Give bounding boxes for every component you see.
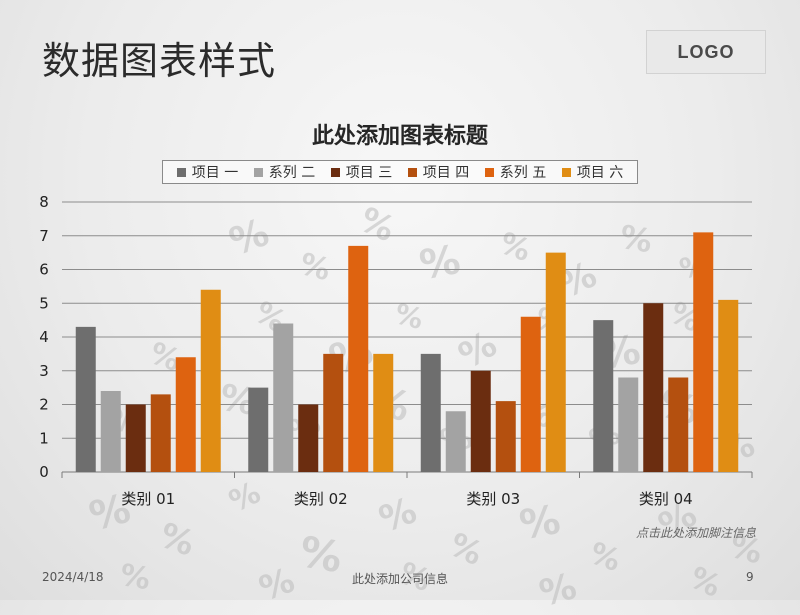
bar: [718, 299, 739, 472]
legend-item: 项目 一: [176, 162, 239, 182]
legend-swatch: [407, 167, 417, 177]
legend-swatch: [330, 167, 340, 177]
legend-label: 项目 三: [345, 165, 393, 181]
chart-title: 此处添加图表标题: [311, 124, 488, 149]
y-tick-label: 3: [39, 362, 49, 380]
bar: [593, 320, 614, 472]
bar: [200, 289, 221, 472]
legend-item: 项目 六: [561, 162, 624, 182]
logo: LOGO: [646, 30, 766, 74]
bar: [150, 394, 171, 472]
legend-item: 系列 二: [253, 162, 316, 182]
bar: [373, 353, 394, 472]
y-tick-label: 8: [39, 193, 49, 211]
y-tick-label: 1: [39, 429, 49, 447]
footer-company: 此处添加公司信息: [351, 572, 448, 586]
footer-date: 2024/4/18: [42, 570, 104, 584]
legend-swatch: [484, 167, 494, 177]
legend-swatch: [253, 167, 263, 177]
y-tick-label: 0: [39, 463, 49, 481]
bar: [668, 377, 689, 472]
x-category-label: 类别 04: [639, 490, 693, 508]
y-tick-label: 6: [39, 261, 49, 279]
bar: [273, 323, 294, 472]
bar: [545, 252, 566, 472]
bar: [348, 245, 369, 472]
legend-item: 项目 三: [330, 162, 393, 182]
y-tick-label: 4: [39, 328, 49, 346]
footnote: 点击此处添加脚注信息: [635, 526, 756, 540]
bar: [420, 353, 441, 472]
legend-swatch: [561, 167, 571, 177]
bar: [643, 303, 664, 472]
legend-label: 项目 四: [422, 165, 470, 181]
bar: [100, 391, 121, 472]
legend-item: 项目 四: [407, 162, 470, 182]
legend-item: 系列 五: [484, 162, 547, 182]
y-tick-label: 2: [39, 396, 49, 414]
legend-swatch: [176, 167, 186, 177]
x-category-label: 类别 03: [466, 490, 520, 508]
bar: [495, 401, 516, 472]
y-tick-label: 5: [39, 294, 49, 312]
bar: [470, 370, 491, 472]
legend-label: 项目 六: [576, 165, 624, 181]
y-tick-label: 7: [39, 227, 49, 245]
x-category-label: 类别 02: [294, 490, 348, 508]
bar: [618, 377, 639, 472]
legend-label: 系列 五: [499, 165, 547, 181]
x-category-label: 类别 01: [121, 490, 175, 508]
page-number: 9: [746, 570, 754, 584]
bar: [248, 387, 269, 472]
bar: [693, 232, 714, 472]
bar: [520, 316, 541, 472]
bar: [323, 353, 344, 472]
bar: [298, 404, 319, 472]
legend-label: 系列 二: [268, 165, 316, 181]
bar: [175, 357, 196, 472]
slide-title: 数据图表样式: [42, 39, 277, 83]
bar: [75, 326, 96, 472]
legend-label: 项目 一: [191, 165, 239, 181]
bar-chart: 0 1 2 3 4 5 6 7 8 类别 01 类别 02 类别 03 类别 04: [39, 193, 753, 508]
chart-legend: 项目 一 系列 二 项目 三 项目 四 系列 五 项目 六: [162, 160, 638, 184]
bar: [125, 404, 146, 472]
bar: [445, 411, 466, 472]
